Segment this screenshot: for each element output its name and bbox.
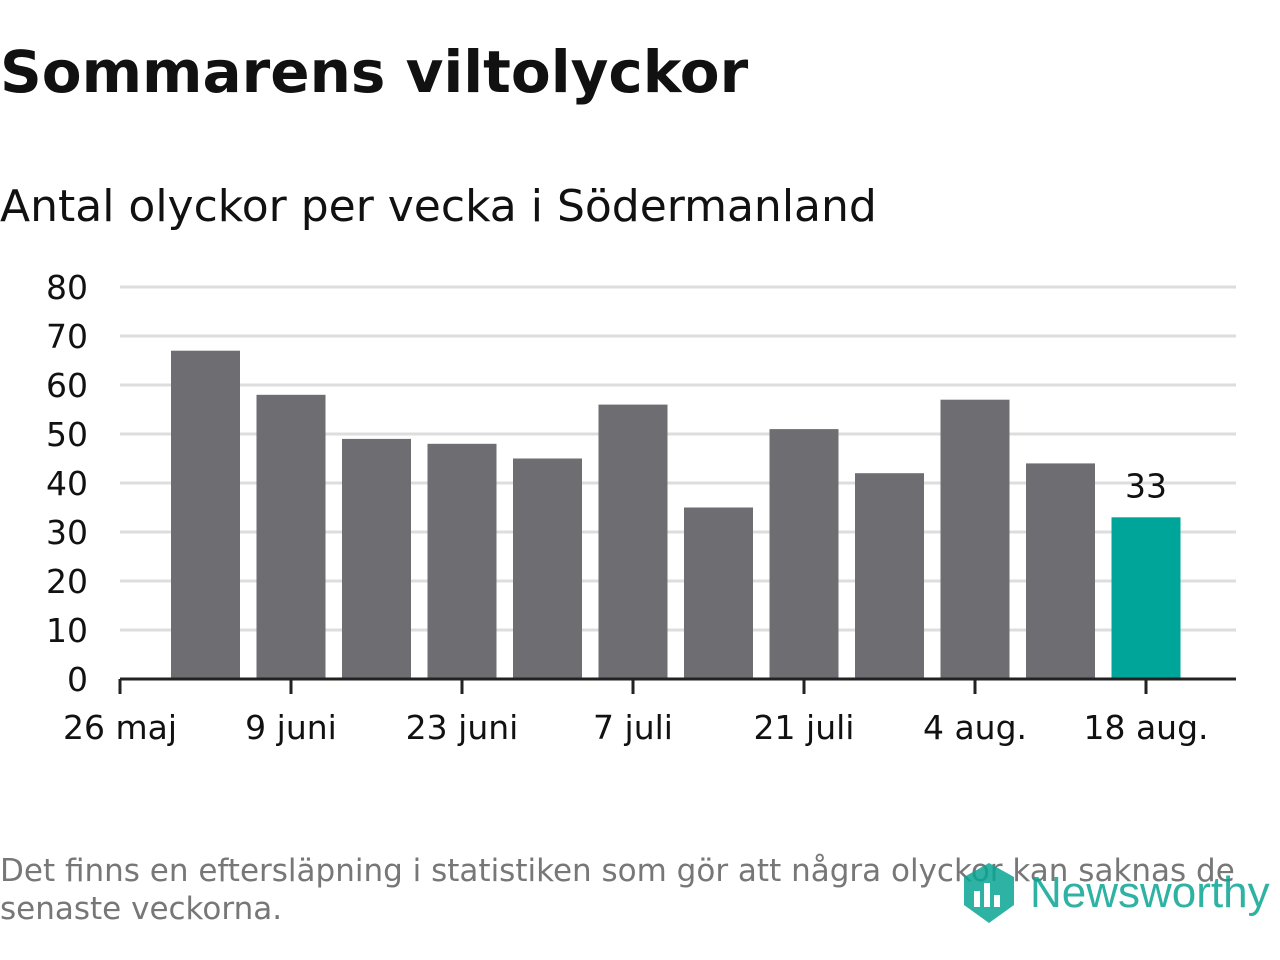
y-tick-label: 40 <box>46 464 88 503</box>
newsworthy-logo-text: Newsworthy <box>1030 868 1270 917</box>
x-tick-label: 18 aug. <box>1083 708 1208 747</box>
bar <box>171 350 240 679</box>
x-axis-tick-labels: 26 maj 9 juni 23 juni 7 juli 21 juli 4 aug. 18… <box>63 708 1209 747</box>
bar <box>855 473 924 679</box>
bar <box>342 438 411 679</box>
bar <box>940 399 1010 679</box>
bar <box>427 443 497 679</box>
y-tick-label: 0 <box>67 660 88 699</box>
y-tick-label: 60 <box>46 366 88 405</box>
data-label: 33 <box>1125 466 1167 505</box>
chart-subtitle: Antal olyckor per vecka i Södermanland <box>0 181 877 232</box>
x-tick-label: 9 juni <box>245 708 337 747</box>
data-labels: 33 <box>1125 466 1167 505</box>
y-tick-label: 20 <box>46 562 88 601</box>
chart-title: Sommarens viltolyckor <box>0 38 749 106</box>
x-tick-label: 4 aug. <box>923 708 1027 747</box>
x-tick-label: 21 juli <box>754 708 855 747</box>
y-axis-tick-labels: 0 10 20 30 40 50 60 70 80 <box>46 268 88 699</box>
bar <box>684 507 753 679</box>
y-tick-label: 80 <box>46 268 88 307</box>
bar <box>256 394 326 679</box>
newsworthy-logo-icon <box>964 863 1014 923</box>
x-axis <box>118 677 1236 694</box>
bar-highlighted <box>1111 517 1181 679</box>
y-tick-label: 50 <box>46 415 88 454</box>
bars <box>171 350 1181 679</box>
x-tick-label: 7 juli <box>593 708 673 747</box>
bar <box>1026 463 1095 679</box>
bar <box>513 458 582 679</box>
newsworthy-logo: Newsworthy <box>962 858 1270 928</box>
y-tick-label: 70 <box>46 317 88 356</box>
bar <box>769 429 839 679</box>
y-tick-label: 30 <box>46 513 88 552</box>
y-tick-label: 10 <box>46 611 88 650</box>
x-tick-label: 23 juni <box>406 708 519 747</box>
x-tick-label: 26 maj <box>63 708 177 747</box>
footnote: Det finns en eftersläpning i statistiken… <box>0 853 1235 927</box>
bar <box>598 404 668 679</box>
bar-chart: 0 10 20 30 40 50 60 70 80 26 maj 9 juni 23 juni 7 j… <box>46 268 1236 747</box>
